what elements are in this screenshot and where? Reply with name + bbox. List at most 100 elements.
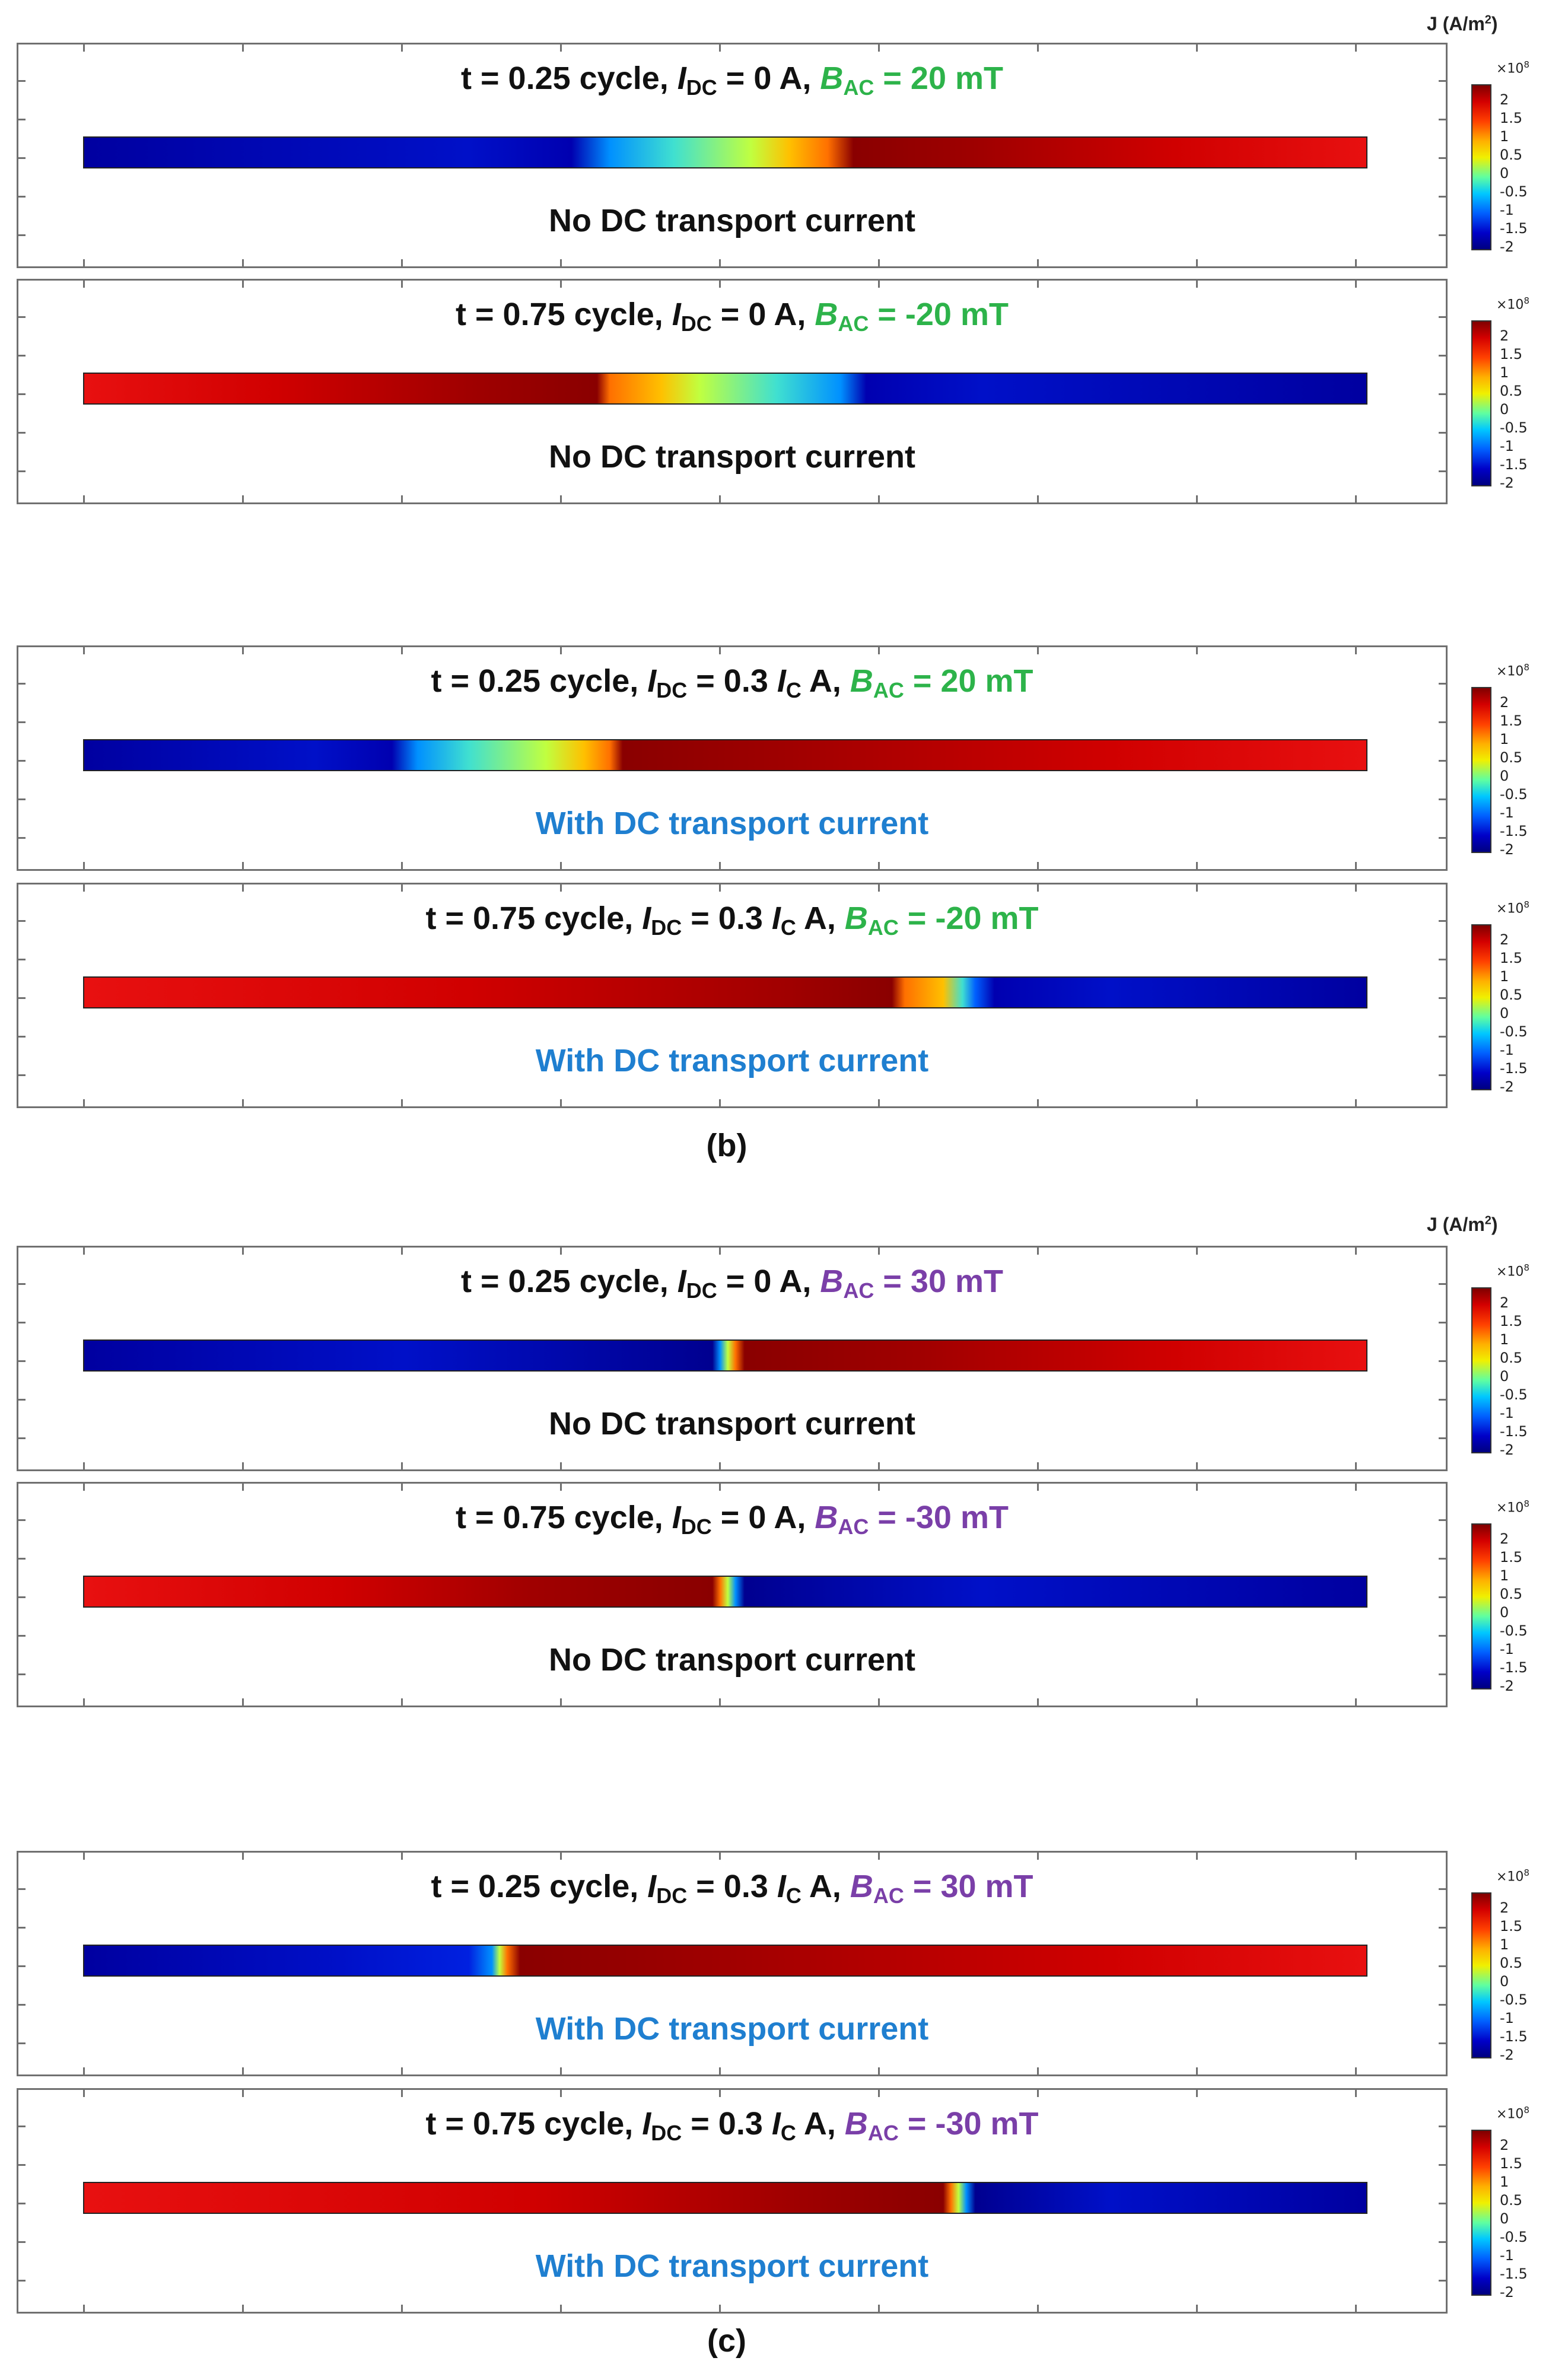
axis-tick bbox=[878, 1698, 880, 1706]
title-bac-symbol: B bbox=[820, 61, 844, 96]
axis-tick bbox=[1037, 495, 1039, 502]
axis-tick bbox=[560, 1462, 562, 1469]
axis-tick bbox=[83, 1099, 85, 1106]
axis-tick bbox=[560, 44, 562, 52]
colorbar bbox=[1471, 687, 1491, 853]
panel-title: t = 0.25 cycle, IDC = 0 A, BAC = 30 mT bbox=[18, 1264, 1446, 1302]
axis-tick bbox=[1355, 862, 1357, 869]
title-bac-subscript: AC bbox=[838, 311, 869, 336]
axis-tick bbox=[1439, 80, 1446, 82]
title-ic-symbol: I bbox=[777, 1869, 786, 1904]
axis-tick bbox=[18, 1437, 26, 1439]
axis-tick bbox=[18, 2164, 26, 2166]
colorbar-exponent-base: ×10 bbox=[1496, 297, 1524, 313]
title-time: t = 0.25 cycle, bbox=[461, 1264, 678, 1299]
axis-tick bbox=[1196, 281, 1198, 288]
axis-tick bbox=[18, 1283, 26, 1285]
axis-tick bbox=[1037, 259, 1039, 266]
axis-tick bbox=[1439, 760, 1446, 762]
axis-tick bbox=[1439, 393, 1446, 395]
title-bac-subscript: AC bbox=[843, 1278, 874, 1303]
title-bac-group: BAC = 20 mT bbox=[850, 663, 1033, 701]
colorbar-exponent: ×108 bbox=[1496, 1498, 1529, 1515]
axis-tick bbox=[83, 259, 85, 266]
colorbar-tick-label: 0.5 bbox=[1500, 987, 1523, 1003]
title-bac-value: = 30 mT bbox=[874, 1264, 1003, 1299]
axis-tick bbox=[560, 647, 562, 654]
axis-tick bbox=[1439, 1558, 1446, 1560]
colorbar-tick-label: -1 bbox=[1500, 2010, 1514, 2026]
title-ic-subscript: C bbox=[780, 915, 796, 940]
colorbar-exponent: ×108 bbox=[1496, 59, 1529, 76]
colorbar bbox=[1471, 1287, 1491, 1453]
axis-tick bbox=[242, 1484, 244, 1491]
plot-panel: t = 0.25 cycle, IDC = 0.3 IC A, BAC = 30… bbox=[17, 1851, 1448, 2076]
axis-tick bbox=[1355, 2067, 1357, 2074]
title-bac-group: BAC = 30 mT bbox=[820, 1264, 1003, 1302]
axis-tick bbox=[1439, 1399, 1446, 1401]
title-bac-subscript: AC bbox=[867, 915, 899, 940]
axis-tick bbox=[1196, 1853, 1198, 1860]
title-idc-subscript: DC bbox=[651, 2121, 682, 2145]
axis-tick bbox=[242, 281, 244, 288]
axis-tick bbox=[560, 1853, 562, 1860]
colorbar-tick-label: 0.5 bbox=[1500, 1955, 1523, 1971]
axis-tick bbox=[242, 647, 244, 654]
axis-tick bbox=[1196, 2067, 1198, 2074]
axis-tick bbox=[719, 1853, 721, 1860]
current-density-strip bbox=[83, 1339, 1367, 1372]
axis-tick bbox=[18, 2280, 26, 2282]
axis-tick bbox=[1439, 234, 1446, 236]
axis-tick bbox=[1355, 495, 1357, 502]
axis-tick bbox=[878, 495, 880, 502]
colorbar-tick-label: 1 bbox=[1500, 968, 1509, 985]
colorbar-exponent-base: ×10 bbox=[1496, 61, 1524, 77]
axis-tick bbox=[1196, 1462, 1198, 1469]
colorbar-tick-label: 1 bbox=[1500, 1567, 1509, 1584]
axis-tick bbox=[1355, 647, 1357, 654]
title-bac-symbol: B bbox=[850, 663, 873, 699]
axis-tick bbox=[18, 432, 26, 434]
colorbar-exponent-base: ×10 bbox=[1496, 664, 1524, 679]
axis-tick bbox=[1355, 1698, 1357, 1706]
colorbar-tick-label: -1.5 bbox=[1500, 2028, 1528, 2045]
axis-tick bbox=[401, 884, 403, 892]
colorbar-tick-label: 1 bbox=[1500, 128, 1509, 145]
axis-tick bbox=[18, 2004, 26, 2006]
title-idc-value: = 0.3 bbox=[682, 2106, 772, 2142]
colorbar-tick-label: 1 bbox=[1500, 2174, 1509, 2190]
colorbar-tick-label: -2 bbox=[1500, 2047, 1514, 2063]
axis-tick bbox=[83, 1462, 85, 1469]
colorbar-tick-label: 2 bbox=[1500, 1531, 1509, 1547]
colorbar-tick-label: -1.5 bbox=[1500, 823, 1528, 839]
current-density-strip bbox=[83, 976, 1367, 1008]
axis-tick bbox=[1196, 259, 1198, 266]
colorbar-exponent-power: 8 bbox=[1523, 662, 1529, 673]
title-idc-value: = 0 A, bbox=[711, 297, 815, 332]
panel-note: With DC transport current bbox=[535, 1043, 929, 1078]
title-time: t = 0.75 cycle, bbox=[425, 901, 642, 936]
title-bac-value: = 20 mT bbox=[904, 663, 1033, 699]
panel-title: t = 0.25 cycle, IDC = 0.3 IC A, BAC = 20… bbox=[18, 663, 1446, 701]
colorbar-tick-label: 1.5 bbox=[1500, 950, 1523, 966]
axis-tick bbox=[1439, 1519, 1446, 1521]
axis-tick bbox=[83, 884, 85, 892]
axis-tick bbox=[1439, 1596, 1446, 1598]
axis-tick bbox=[719, 884, 721, 892]
colorbar-tick-label: 1.5 bbox=[1500, 1549, 1523, 1566]
colorbar-exponent: ×108 bbox=[1496, 662, 1529, 679]
axis-tick bbox=[1439, 1965, 1446, 1967]
unit-label-top: J (A/m2) bbox=[1427, 13, 1498, 35]
axis-tick bbox=[1037, 884, 1039, 892]
axis-tick bbox=[1439, 1283, 1446, 1285]
axis-tick bbox=[560, 2090, 562, 2097]
colorbar-tick-label: 0 bbox=[1500, 768, 1509, 784]
colorbar-tick-label: -1.5 bbox=[1500, 1659, 1528, 1676]
axis-tick bbox=[1196, 1099, 1198, 1106]
axis-tick bbox=[1439, 997, 1446, 999]
axis-tick bbox=[719, 259, 721, 266]
colorbar-tick-label: 2 bbox=[1500, 1899, 1509, 1916]
axis-tick bbox=[18, 1927, 26, 1929]
title-bac-value: = -20 mT bbox=[869, 297, 1009, 332]
title-ic-tail: A, bbox=[796, 901, 845, 936]
